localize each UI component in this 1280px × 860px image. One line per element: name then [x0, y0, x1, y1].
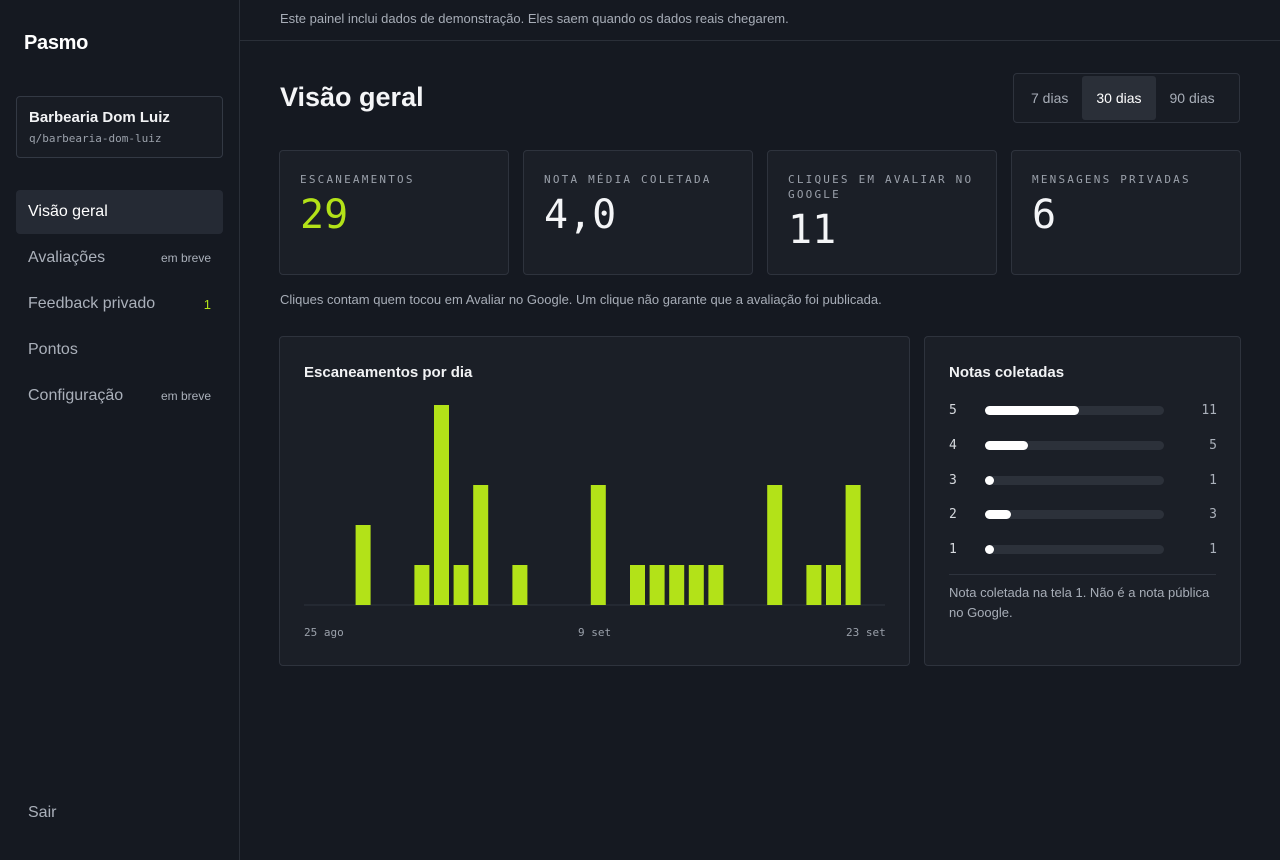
rating-count: 1 — [1209, 541, 1217, 557]
ratings-title: Notas coletadas — [949, 364, 1065, 381]
brand-logo[interactable]: Pasmo — [24, 32, 89, 54]
kpi-label: MENSAGENS PRIVADAS — [1032, 173, 1191, 186]
divider — [949, 574, 1216, 575]
rating-bar-track — [985, 440, 1164, 450]
kpi-label: CLIQUES EM AVALIAR NO GOOGLE — [788, 173, 974, 201]
sidebar-item-settings[interactable]: Configuração em breve — [16, 374, 223, 418]
unread-count-badge: 1 — [203, 296, 211, 312]
kpi-label: NOTA MÉDIA COLETADA — [544, 173, 712, 186]
chart-bar[interactable] — [806, 565, 822, 605]
range-30-days-button[interactable]: 30 dias — [1082, 76, 1156, 120]
rating-count: 1 — [1209, 472, 1217, 488]
kpi-value: 4,0 — [544, 192, 617, 238]
sidebar-item-private-feedback[interactable]: Feedback privado 1 — [16, 282, 223, 326]
rating-bar — [985, 405, 1079, 415]
chart-bar[interactable] — [767, 485, 783, 605]
chart-bar[interactable] — [512, 565, 528, 605]
rating-bar — [985, 440, 1028, 450]
chart-bar[interactable] — [669, 565, 685, 605]
rating-value: 1 — [949, 541, 957, 557]
chart-bar[interactable] — [688, 565, 704, 605]
sidebar-item-label: Feedback privado — [28, 295, 156, 312]
kpi-value: 11 — [788, 207, 837, 253]
range-90-days-button[interactable]: 90 dias — [1169, 90, 1215, 106]
scans-bar-chart — [304, 405, 885, 606]
chart-bar[interactable] — [845, 485, 861, 605]
chart-bar[interactable] — [414, 565, 430, 605]
kpi-value: 29 — [300, 192, 349, 238]
scans-per-day-panel: Escaneamentos por dia 25 ago 9 set 23 se… — [279, 336, 910, 666]
sidebar-nav: Visão geral Avaliações em breve Feedback… — [16, 190, 223, 420]
chart-bar[interactable] — [826, 565, 841, 605]
date-range-selector: 7 dias 30 dias 90 dias — [1013, 73, 1240, 123]
rating-bar-track — [985, 475, 1164, 485]
sidebar-item-label: Configuração — [28, 387, 124, 404]
rating-bar — [985, 544, 994, 554]
business-slug: q/barbearia-dom-luiz — [29, 132, 162, 145]
rating-count: 5 — [1209, 437, 1217, 453]
chart-bar[interactable] — [473, 485, 489, 605]
sidebar: Pasmo Barbearia Dom Luiz q/barbearia-dom… — [0, 0, 240, 860]
kpi-card-scans: ESCANEAMENTOS 29 — [279, 150, 509, 275]
sidebar-item-label: Visão geral — [28, 203, 108, 220]
chart-bar[interactable] — [453, 565, 469, 605]
chart-title: Escaneamentos por dia — [304, 364, 473, 381]
kpi-card-private-messages: MENSAGENS PRIVADAS 6 — [1011, 150, 1241, 275]
chart-bar[interactable] — [708, 565, 724, 605]
sidebar-item-label: Pontos — [28, 341, 78, 358]
sidebar-item-points[interactable]: Pontos — [16, 328, 223, 372]
rating-value: 5 — [949, 402, 957, 418]
rating-bar — [985, 475, 994, 485]
rating-count: 11 — [1201, 402, 1217, 418]
rating-bar-track — [985, 509, 1164, 519]
chart-bar[interactable] — [355, 525, 371, 605]
signout-link[interactable]: Sair — [28, 804, 57, 821]
sidebar-item-reviews[interactable]: Avaliações em breve — [16, 236, 223, 280]
kpi-value: 6 — [1032, 192, 1057, 238]
ratings-panel: Notas coletadas 5 11 4 5 3 1 2 3 1 1 Nota coletad… — [924, 336, 1241, 666]
x-tick-label: 9 set — [578, 626, 612, 639]
chart-bar[interactable] — [434, 405, 449, 605]
rating-value: 3 — [949, 472, 957, 488]
page-title: Visão geral — [280, 82, 424, 112]
kpi-card-average-rating: NOTA MÉDIA COLETADA 4,0 — [523, 150, 753, 275]
rating-count: 3 — [1209, 506, 1217, 522]
rating-bar-track — [985, 405, 1164, 415]
x-tick-label: 23 set — [846, 626, 886, 639]
clicks-disclaimer: Cliques contam quem tocou em Avaliar no … — [280, 292, 882, 307]
rating-value: 2 — [949, 506, 957, 522]
x-tick-label: 25 ago — [304, 626, 344, 639]
chart-bar[interactable] — [649, 565, 665, 605]
sidebar-item-overview[interactable]: Visão geral — [16, 190, 223, 234]
kpi-card-google-clicks: CLIQUES EM AVALIAR NO GOOGLE 11 — [767, 150, 997, 275]
kpi-label: ESCANEAMENTOS — [300, 173, 415, 186]
business-name: Barbearia Dom Luiz — [29, 109, 170, 126]
demo-data-banner: Este painel inclui dados de demonstração… — [240, 0, 1280, 41]
coming-soon-badge: em breve — [160, 251, 211, 265]
chart-bar[interactable] — [630, 565, 645, 605]
business-switcher[interactable]: Barbearia Dom Luiz q/barbearia-dom-luiz — [16, 96, 223, 158]
rating-value: 4 — [949, 437, 957, 453]
rating-row: 5 11 — [949, 402, 1217, 418]
chart-bar[interactable] — [590, 485, 606, 605]
range-7-days-button[interactable]: 7 dias — [1031, 90, 1069, 106]
rating-bar-track — [985, 544, 1164, 554]
rating-bar — [985, 509, 1011, 519]
sidebar-item-label: Avaliações — [28, 249, 106, 266]
ratings-note: Nota coletada na tela 1. Não é a nota pú… — [949, 585, 1210, 620]
coming-soon-badge: em breve — [160, 389, 211, 403]
